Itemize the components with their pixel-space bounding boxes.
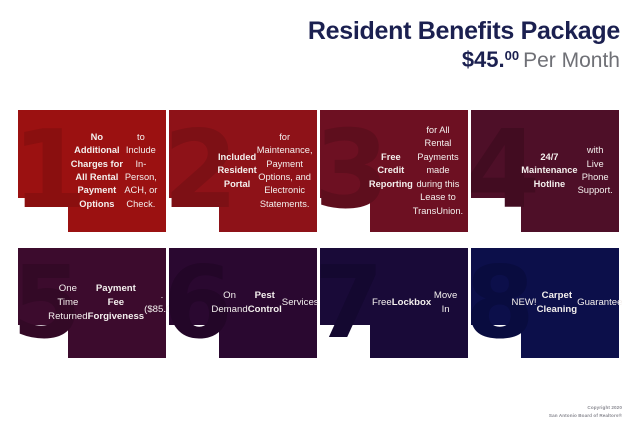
card-body-panel (370, 110, 468, 232)
card-number: 4 (471, 110, 540, 232)
header: Resident Benefits Package $45.00 Per Mont… (308, 18, 620, 72)
card-number: 6 (169, 248, 233, 358)
card-text: Included Resident Portal for Maintenance… (217, 131, 313, 209)
benefit-card: 6 On Demand Pest Control Services (169, 248, 319, 358)
benefit-card: 2 Included Resident Portal for Maintenanc… (169, 110, 317, 232)
card-body-panel (521, 248, 619, 358)
benefit-card: 5 One Time Returned Payment Fee Forgivene… (18, 248, 180, 358)
card-body-panel (68, 110, 166, 232)
card-number: 8 (471, 248, 535, 358)
price-amount: $45. (461, 47, 505, 73)
card-shape: 3 (320, 110, 468, 232)
card-text: No Additional Charges for All Rental Pay… (70, 131, 158, 209)
card-shape: 1 (18, 110, 166, 232)
card-body-panel (370, 248, 468, 358)
card-shape: 4 (471, 110, 619, 232)
page-title: Resident Benefits Package (307, 17, 620, 45)
card-body-panel (219, 248, 317, 358)
card-shape: 2 (169, 110, 317, 232)
card-text: NEW! Carpet Cleaning Guarantee (511, 290, 623, 315)
price-line: $45.00 Per Month (308, 48, 620, 72)
card-text: Free Lockbox Move In (372, 290, 458, 315)
card-number: 2 (169, 110, 238, 232)
benefit-card: 7 Free Lockbox Move In (320, 248, 468, 358)
card-body-panel (68, 248, 166, 358)
benefit-card: 1 No Additional Charges for All Rental Pa… (18, 110, 166, 232)
benefit-card: 8 NEW! Carpet Cleaning Guarantee (471, 248, 623, 358)
price-cents: 00 (504, 47, 520, 63)
card-number: 1 (18, 110, 87, 232)
card-body-panel (219, 110, 317, 232)
card-text: One Time Returned Payment Fee Forgivenes… (48, 283, 180, 322)
card-number: 7 (320, 248, 384, 358)
card-shape: 6 (169, 248, 317, 358)
price-period: Per Month (523, 49, 620, 73)
card-body-panel (521, 110, 619, 232)
card-shape: 5 (18, 248, 166, 358)
benefit-card: 3 Free Credit Reporting for All Rental Pa… (320, 110, 468, 232)
card-number: 5 (18, 248, 82, 358)
card-shape: 8 (471, 248, 619, 358)
card-text: On Demand Pest Control Services (211, 290, 319, 315)
copyright-line-1: Copyright 2020 (587, 405, 622, 411)
card-shape: 7 (320, 248, 468, 358)
benefit-card: 4 24/7 Maintenance Hotline with Live Phon… (471, 110, 619, 232)
card-text: Free Credit Reporting for All Rental Pay… (368, 124, 464, 216)
copyright: Copyright 2020 San Antonio Board of Real… (549, 404, 622, 419)
copyright-line-2: San Antonio Board of Realtors® (548, 412, 622, 418)
card-text: 24/7 Maintenance Hotline with Live Phone… (521, 145, 613, 196)
card-number: 3 (320, 110, 389, 232)
